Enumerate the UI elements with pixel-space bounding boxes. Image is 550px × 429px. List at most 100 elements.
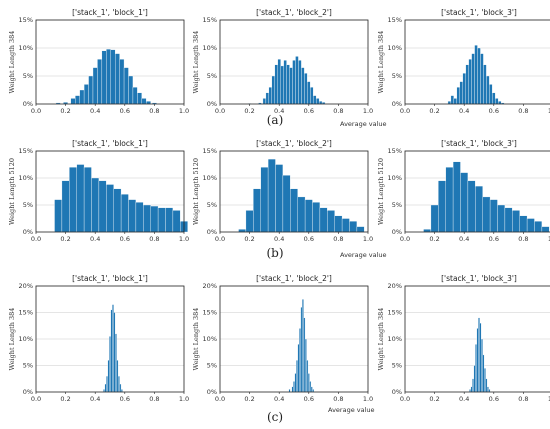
panel-2-bar [313, 95, 317, 105]
panel-3-bar [483, 64, 487, 105]
panel-6-bar [519, 215, 528, 233]
panel-6-bar [489, 199, 498, 233]
panel-8-title: ['stack_1', 'block_2'] [256, 274, 332, 283]
panel-7-bar [119, 383, 122, 393]
panel-9-x-tick-label: 0.8 [518, 395, 528, 403]
panel-8-axes-frame [219, 285, 369, 393]
panel-5-y-tick-label: 0% [207, 228, 217, 236]
panel-9-bar [473, 365, 476, 393]
panel-2-bar [292, 60, 296, 105]
panel-6-bar [512, 210, 520, 233]
panel-1-bar [92, 67, 98, 105]
panel-2-bar [301, 67, 305, 105]
panel-9-x-tick-label: 0.2 [429, 395, 439, 403]
panel-3-bar [489, 84, 493, 105]
caption-a: (a) [266, 113, 284, 127]
panel-5-bar [267, 158, 276, 233]
panel-1-bar [75, 95, 80, 105]
panel-7-x-tick-label: 1.0 [179, 395, 189, 403]
panel-8-bar [307, 373, 310, 393]
panel-9-y-tick-label: 15% [388, 309, 402, 317]
panel-3-bar [477, 47, 481, 105]
panel-8-bar [309, 381, 312, 393]
panel-4-bar [106, 184, 114, 233]
panel-3-x-tick-label: 1.0 [548, 107, 550, 115]
panel-7-bar [115, 333, 117, 393]
panel-3-title: ['stack_1', 'block_3'] [441, 8, 517, 17]
panel-1-y-tick-label: 10% [19, 44, 33, 52]
panel-9-bar [481, 338, 483, 393]
panel-6-bar [541, 226, 550, 233]
panel-2-bar [318, 101, 323, 105]
panel-4-bar [165, 207, 174, 233]
panel-6-bar [534, 221, 543, 233]
panel-2-y-tick-label: 5% [207, 72, 217, 80]
panel-4-bar [61, 180, 70, 233]
panel-9-bar [479, 322, 482, 393]
panel-5-x-tick-label: 0.2 [244, 235, 254, 243]
panel-9-axes-frame [404, 285, 550, 393]
panel-9-x-tick-label: 1.0 [548, 395, 550, 403]
panel-8-bar [304, 338, 307, 393]
panel-5-x-tick-label: 0.0 [215, 235, 225, 243]
panel-9-y-tick-label: 20% [388, 282, 402, 290]
panel-1-x-tick-label: 0.6 [120, 107, 130, 115]
panel-1-title: ['stack_1', 'block_1'] [72, 8, 148, 17]
panel-5-bar [275, 164, 284, 233]
panel-8-y-tick-label: 10% [203, 335, 217, 343]
panel-2-bar [274, 64, 278, 105]
panel-7-x-tick-label: 0.0 [31, 395, 41, 403]
panel-5-bar [312, 202, 321, 233]
panel-7-x-tick-label: 0.8 [149, 395, 159, 403]
panel-2-bar [307, 81, 311, 105]
panel-7-bar [107, 360, 110, 393]
panel-5-x-tick-label: 0.4 [274, 235, 284, 243]
panel-4-bar [157, 207, 166, 233]
panel-8-bar [299, 328, 301, 393]
panel-9-bar [475, 344, 477, 393]
panel-7-x-tick-label: 0.6 [120, 395, 130, 403]
x-axis-caption-row-c: Average value [328, 406, 375, 414]
panel-8-bar [293, 381, 295, 393]
panel-7-x-tick-label: 0.2 [60, 395, 70, 403]
panel-1-bar [110, 49, 116, 105]
panel-6-y-tick-label: 10% [388, 174, 402, 182]
panel-1-bar [101, 50, 107, 105]
panel-5-x-tick-label: 0.8 [333, 235, 343, 243]
panel-3-bar [462, 73, 466, 105]
panel-6-bar [423, 229, 432, 233]
panel-7-x-tick-label: 0.4 [90, 395, 100, 403]
panel-3-bar [498, 101, 502, 105]
panel-7-bar [112, 304, 114, 393]
panel-3-y-tick-label: 0% [392, 100, 402, 108]
panel-7-y-tick-label: 5% [23, 362, 33, 370]
panel-3-y-tick-label: 15% [388, 16, 402, 24]
panel-5-axes-frame [219, 150, 369, 233]
panel-9-bar [472, 378, 474, 393]
panel-5-bar [260, 167, 269, 233]
panel-7-bar [109, 336, 111, 393]
panel-6-x-tick-label: 0.0 [400, 235, 410, 243]
panel-2-bar [304, 73, 308, 105]
panel-6-y-tick-label: 0% [392, 228, 402, 236]
x-axis-caption-row-a: Average value [340, 120, 387, 128]
panel-4-bar [113, 188, 122, 233]
panel-9-x-tick-label: 0.0 [400, 395, 410, 403]
panel-8-bar [306, 360, 309, 393]
panel-7-y-tick-label: 10% [19, 335, 33, 343]
panel-4-y-tick-label: 0% [23, 228, 33, 236]
panel-3-bar [459, 81, 463, 105]
panel-6-bar [482, 196, 491, 233]
panel-5-bar [238, 229, 247, 233]
panel-2-axes-frame [219, 19, 369, 105]
panel-9-bar [470, 386, 473, 393]
panel-2-bar [289, 67, 293, 105]
panel-1-y-tick-label: 5% [23, 72, 33, 80]
panel-6-bar [452, 161, 461, 233]
panel-6-bar [438, 180, 446, 233]
panel-1-bar [115, 53, 120, 105]
panel-3-y-tick-label: 5% [392, 72, 402, 80]
panel-5-bar [304, 199, 313, 233]
panel-7-y-tick-label: 20% [19, 282, 33, 290]
